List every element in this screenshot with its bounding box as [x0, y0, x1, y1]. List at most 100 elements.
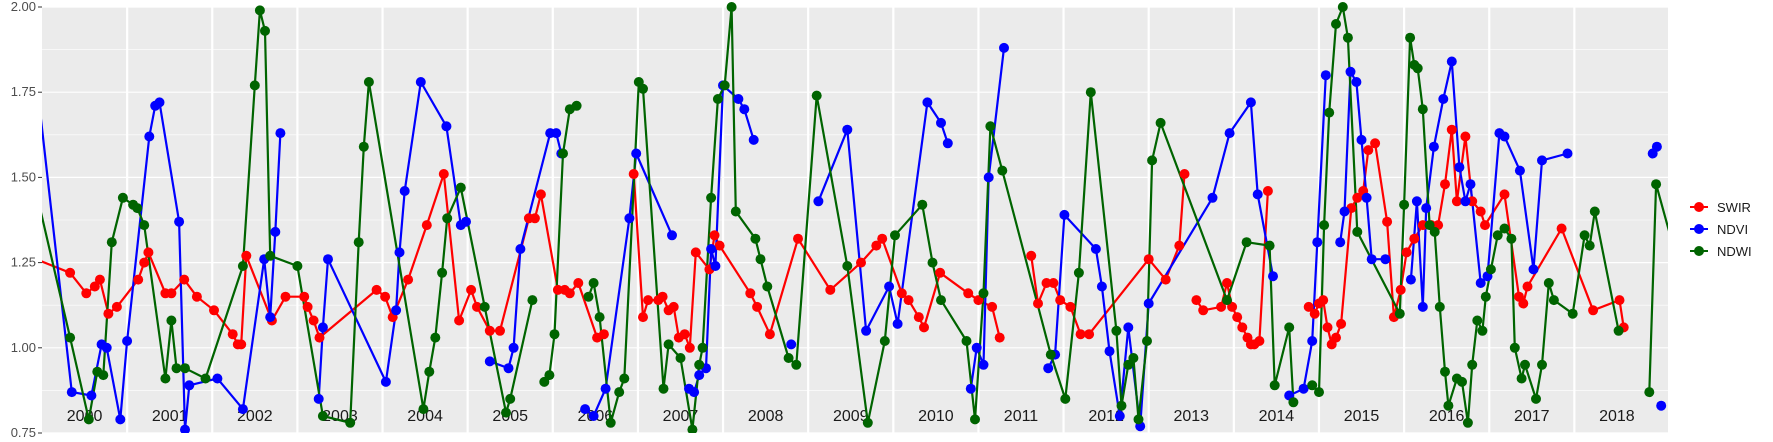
point-swir	[1179, 169, 1190, 179]
year-label: 2009	[833, 408, 869, 425]
series-line-ndvi	[1339, 70, 1386, 261]
point-ndwi	[571, 100, 582, 111]
point-ndwi	[1516, 373, 1527, 384]
point-swir	[454, 315, 465, 326]
point-ndvi	[1356, 134, 1367, 145]
y-tick-label: 1.00	[11, 340, 36, 355]
point-swir	[690, 247, 701, 258]
y-tick-label: 1.50	[11, 169, 36, 184]
point-ndwi	[1506, 233, 1517, 244]
point-ndwi	[1142, 336, 1152, 346]
point-ndvi	[180, 424, 190, 433]
point-ndvi	[101, 342, 112, 353]
point-ndvi	[1312, 237, 1323, 248]
point-swir	[133, 274, 144, 285]
point-ndvi	[942, 138, 953, 149]
point-ndwi	[1537, 359, 1547, 370]
point-ndvi	[1252, 189, 1263, 200]
point-swir	[628, 169, 639, 179]
point-swir	[472, 301, 482, 312]
point-ndwi	[1085, 87, 1096, 98]
point-ndwi	[1434, 301, 1445, 312]
point-ndwi	[842, 261, 853, 271]
point-swir	[1499, 189, 1510, 200]
legend-label-ndvi: NDVI	[1717, 222, 1748, 237]
point-ndwi	[31, 186, 41, 196]
point-ndvi	[122, 336, 133, 346]
point-swir	[994, 332, 1005, 343]
point-ndwi	[260, 25, 270, 36]
point-ndvi	[706, 244, 717, 254]
point-swir	[1216, 301, 1227, 312]
point-ndwi	[762, 281, 773, 292]
point-ndwi	[353, 237, 364, 248]
point-ndvi	[270, 226, 281, 237]
point-swir	[1460, 131, 1471, 142]
point-swir	[877, 233, 888, 244]
point-ndwi	[265, 250, 276, 261]
point-swir	[529, 213, 540, 224]
point-ndwi	[997, 165, 1008, 176]
point-ndvi	[275, 128, 286, 139]
point-swir	[793, 233, 803, 244]
point-swir	[1670, 220, 1680, 230]
point-swir	[299, 291, 310, 302]
point-ndvi	[861, 325, 872, 336]
point-swir	[308, 315, 319, 326]
point-ndvi	[66, 387, 77, 398]
point-swir	[1336, 318, 1347, 329]
point-ndwi	[706, 192, 717, 203]
point-ndvi	[154, 97, 165, 108]
point-ndvi	[86, 390, 97, 401]
point-swir	[495, 325, 505, 336]
point-ndvi	[212, 373, 223, 384]
point-ndwi	[1284, 322, 1295, 333]
legend-key-point-ndvi	[1694, 224, 1704, 234]
series-points	[31, 2, 1726, 433]
point-ndwi	[970, 414, 980, 425]
point-ndwi	[1331, 19, 1341, 29]
point-swir	[1704, 305, 1714, 315]
point-swir	[935, 267, 946, 278]
y-tick-label: 2.00	[11, 0, 36, 14]
point-ndvi	[1411, 196, 1422, 207]
point-ndvi	[1475, 278, 1486, 288]
point-ndwi	[1319, 220, 1330, 231]
point-ndwi	[132, 203, 143, 214]
point-ndwi	[1307, 380, 1318, 391]
legend-label-ndwi: NDWI	[1717, 244, 1752, 259]
legend: SWIR NDVI NDWI	[1690, 200, 1752, 259]
point-swir	[1222, 278, 1232, 288]
point-ndvi	[503, 363, 514, 374]
point-ndwi	[1412, 63, 1423, 74]
point-ndwi	[1116, 400, 1127, 411]
point-swir	[1227, 301, 1238, 312]
point-swir	[1309, 308, 1320, 319]
point-ndwi	[687, 424, 698, 433]
point-ndwi	[614, 387, 625, 398]
point-ndvi	[1043, 363, 1054, 374]
point-swir	[913, 312, 924, 323]
point-swir	[143, 247, 154, 258]
point-ndwi	[588, 278, 599, 288]
point-ndwi	[1123, 359, 1134, 370]
point-swir	[403, 274, 414, 285]
point-ndwi	[505, 393, 516, 404]
point-ndwi	[638, 83, 648, 94]
point-ndwi	[1548, 295, 1559, 306]
year-label: 2010	[918, 408, 954, 425]
point-swir	[1026, 250, 1037, 261]
point-ndwi	[1687, 309, 1697, 319]
point-ndwi	[430, 332, 441, 343]
point-ndvi	[1460, 196, 1471, 207]
point-ndvi	[144, 131, 155, 142]
point-ndwi	[1405, 32, 1416, 43]
point-swir	[139, 257, 150, 268]
point-swir	[535, 189, 546, 200]
point-swir	[371, 284, 382, 295]
point-ndvi	[1651, 141, 1662, 152]
point-ndwi	[558, 148, 568, 159]
point-swir	[714, 240, 725, 251]
point-swir	[1716, 282, 1726, 292]
